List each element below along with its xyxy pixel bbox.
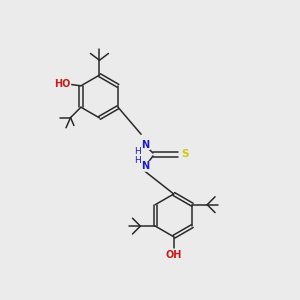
Text: H: H xyxy=(134,147,141,156)
Text: N: N xyxy=(142,161,150,171)
Text: OH: OH xyxy=(166,250,182,260)
Text: N: N xyxy=(142,140,150,150)
Text: S: S xyxy=(181,149,188,160)
Text: H: H xyxy=(134,156,141,165)
Text: HO: HO xyxy=(54,79,71,89)
